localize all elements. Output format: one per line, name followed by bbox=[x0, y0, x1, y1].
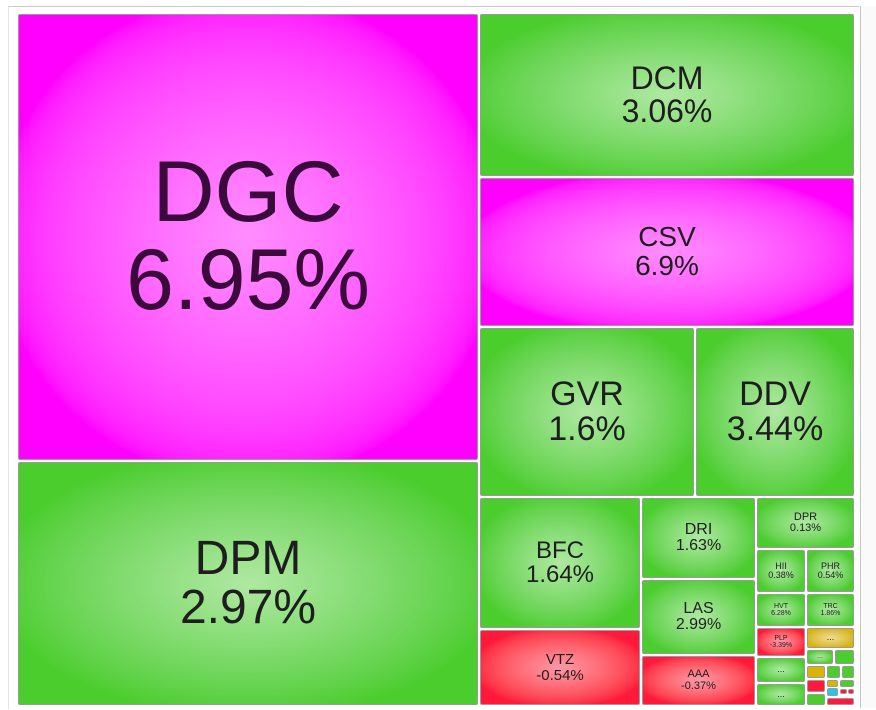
tile[interactable]: CSV 6.9% bbox=[480, 178, 854, 326]
ticker: DGC bbox=[152, 144, 344, 241]
ticker: VTZ bbox=[545, 651, 575, 669]
tile[interactable]: DPR 0.13% bbox=[757, 498, 854, 548]
tile bbox=[827, 688, 838, 696]
change: -0.37% bbox=[681, 679, 716, 692]
change: 1.64% bbox=[525, 561, 595, 588]
ticker: TRC bbox=[823, 602, 838, 610]
tile bbox=[807, 694, 825, 705]
tile bbox=[807, 666, 825, 678]
tile[interactable]: DGC 6.95% bbox=[18, 14, 478, 460]
tile bbox=[827, 666, 840, 678]
tile bbox=[840, 680, 854, 687]
tile[interactable]: HII 0.38% bbox=[757, 550, 805, 592]
tile[interactable]: ... bbox=[807, 628, 854, 648]
ticker: AAA bbox=[687, 668, 710, 681]
tile[interactable]: DPM 2.97% bbox=[18, 462, 478, 705]
treemap-frame bbox=[8, 6, 859, 709]
ticker: DCM bbox=[630, 60, 704, 97]
tile[interactable]: HVT 6.28% bbox=[757, 594, 805, 626]
tile[interactable]: LAS 2.99% bbox=[642, 580, 755, 654]
tile[interactable]: VTZ -0.54% bbox=[480, 630, 640, 705]
change: 6.28% bbox=[771, 610, 791, 617]
ticker: BFC bbox=[536, 536, 584, 564]
tile bbox=[807, 680, 825, 692]
ticker: PLP bbox=[774, 634, 788, 642]
change: 3.44% bbox=[726, 410, 824, 448]
tile[interactable]: ... bbox=[757, 684, 805, 705]
change: 3.06% bbox=[621, 93, 713, 129]
change: 6.95% bbox=[126, 232, 370, 328]
tile bbox=[827, 680, 838, 687]
tile[interactable]: ... bbox=[807, 650, 833, 664]
change: 2.99% bbox=[675, 616, 722, 633]
tile[interactable]: DCM 3.06% bbox=[480, 14, 854, 176]
ticker: ... bbox=[817, 653, 823, 661]
ticker: DRI bbox=[684, 520, 713, 538]
ticker: DPR bbox=[793, 510, 818, 523]
change: -0.54% bbox=[536, 666, 584, 684]
ticker: ... bbox=[826, 632, 835, 643]
tile[interactable]: BFC 1.64% bbox=[480, 498, 640, 628]
tile[interactable]: DDV 3.44% bbox=[696, 328, 854, 496]
change: 1.86% bbox=[820, 610, 841, 617]
ticker: PHR bbox=[820, 560, 840, 571]
change: 6.9% bbox=[635, 250, 699, 281]
tile[interactable]: ... bbox=[757, 658, 805, 682]
tile bbox=[848, 689, 854, 694]
change: 1.63% bbox=[675, 537, 722, 554]
change: 0.54% bbox=[817, 570, 844, 580]
tile[interactable]: PHR 0.54% bbox=[807, 550, 854, 592]
tile bbox=[835, 650, 854, 664]
ticker: ... bbox=[777, 688, 785, 699]
ticker: HVT bbox=[774, 602, 788, 610]
tile[interactable]: AAA -0.37% bbox=[642, 656, 755, 705]
tile bbox=[840, 689, 847, 694]
change: 0.38% bbox=[768, 570, 794, 580]
scrollbar bbox=[860, 6, 876, 708]
change: 2.97% bbox=[179, 580, 317, 634]
ticker: HII bbox=[775, 560, 787, 571]
tile[interactable]: PLP -3.39% bbox=[757, 628, 805, 656]
ticker: DPM bbox=[194, 531, 302, 585]
tile[interactable]: TRC 1.86% bbox=[807, 594, 854, 626]
change: 1.6% bbox=[548, 410, 626, 448]
change: -3.39% bbox=[769, 642, 793, 649]
tile[interactable]: DRI 1.63% bbox=[642, 498, 755, 578]
ticker: LAS bbox=[683, 599, 714, 617]
ticker: ... bbox=[777, 664, 785, 675]
ticker: DDV bbox=[739, 375, 811, 414]
tile[interactable]: GVR 1.6% bbox=[480, 328, 694, 496]
tile bbox=[842, 666, 854, 678]
ticker: CSV bbox=[638, 221, 696, 253]
ticker: GVR bbox=[550, 375, 624, 414]
change: 0.13% bbox=[789, 522, 822, 534]
tile bbox=[827, 698, 854, 705]
